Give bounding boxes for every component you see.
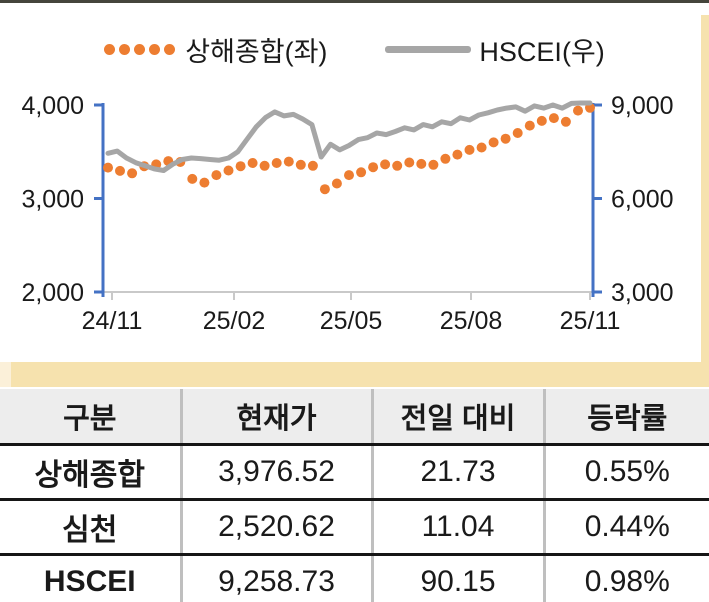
line-series-icon <box>385 46 472 53</box>
right-axis-tick-label: 6,000 <box>611 186 674 214</box>
shanghai-dots-series <box>103 102 595 195</box>
row-label: 상해종합 <box>0 444 181 501</box>
right-axis-tick-label: 3,000 <box>611 279 674 307</box>
top-border-rule <box>0 0 709 3</box>
legend-label-hscei: HSCEI(우) <box>479 37 605 67</box>
row-label: HSCEI <box>0 554 181 602</box>
price-cell: 9,258.73 <box>179 554 372 602</box>
legend-item-shanghai: 상해종합(좌) <box>104 30 327 69</box>
left-axis-tick-label: 3,000 <box>21 186 84 214</box>
change-pct-cell: 0.98% <box>542 554 709 602</box>
change-cell: 21.73 <box>370 444 544 501</box>
right-axis-tick-label: 9,000 <box>611 92 674 120</box>
table-row-shanghai: 상해종합 3,976.52 21.73 0.55% <box>0 444 709 501</box>
price-cell: 3,976.52 <box>179 444 372 501</box>
row-label: 심천 <box>0 499 181 556</box>
table-header-row: 구분 현재가 전일 대비 등락률 <box>0 389 709 446</box>
x-tick-label: 25/11 <box>560 307 621 335</box>
x-tick-label: 25/05 <box>320 307 383 335</box>
chart-legend: 상해종합(좌) HSCEI(우) <box>0 30 709 69</box>
dotted-series-icon <box>104 44 176 55</box>
change-cell: 90.15 <box>370 554 544 602</box>
col-header-category: 구분 <box>0 389 181 446</box>
change-pct-cell: 0.44% <box>542 499 709 556</box>
change-cell: 11.04 <box>370 499 544 556</box>
right-axis: 9,000 6,000 3,000 <box>591 92 674 307</box>
section-divider-band <box>0 362 709 387</box>
index-quote-table: 구분 현재가 전일 대비 등락률 상해종합 3,976.52 21.73 0.5… <box>0 389 709 602</box>
change-pct-cell: 0.55% <box>542 444 709 501</box>
legend-item-hscei: HSCEI(우) <box>385 30 605 69</box>
left-axis-tick-label: 2,000 <box>21 279 84 307</box>
table-row-shenzhen: 심천 2,520.62 11.04 0.44% <box>0 499 709 556</box>
dual-axis-line-chart: 24/11 25/02 25/05 25/08 25/11 4,000 3,000 2,000… <box>21 92 674 335</box>
section-divider-band-cap <box>0 362 11 387</box>
x-axis: 24/11 25/02 25/05 25/08 25/11 <box>82 291 621 335</box>
x-tick-label: 25/02 <box>203 307 266 335</box>
col-header-price: 현재가 <box>179 389 372 446</box>
table-row-hscei: HSCEI 9,258.73 90.15 0.98% <box>0 554 709 602</box>
left-axis-tick-label: 4,000 <box>21 92 84 120</box>
col-header-change-pct: 등락률 <box>542 389 709 446</box>
legend-label-shanghai: 상해종합(좌) <box>185 37 328 67</box>
x-tick-label: 24/11 <box>82 307 143 335</box>
price-cell: 2,520.62 <box>179 499 372 556</box>
left-axis: 4,000 3,000 2,000 <box>21 92 105 307</box>
right-edge-accent-strip <box>701 15 709 387</box>
hscei-line-series <box>105 100 593 173</box>
x-tick-label: 25/08 <box>440 307 503 335</box>
col-header-change: 전일 대비 <box>370 389 544 446</box>
